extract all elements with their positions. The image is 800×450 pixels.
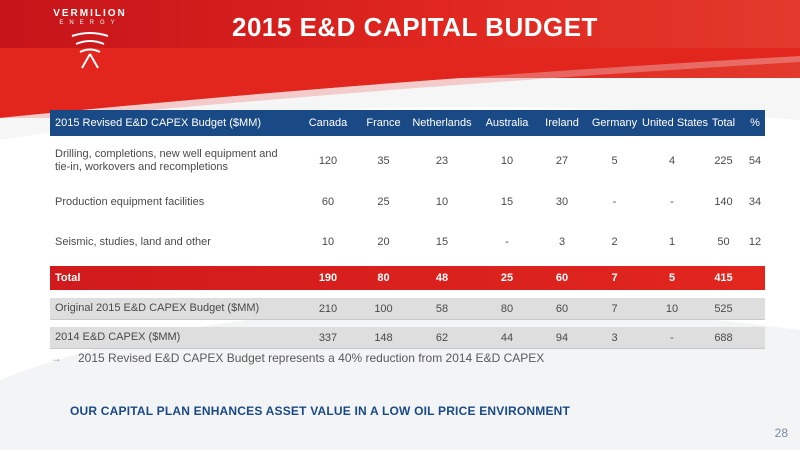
cell-germany: - (612, 196, 617, 208)
comparison-row-original-2015: Original 2015 E&D CAPEX Budget ($MM) 210… (50, 298, 765, 320)
total-canada: 190 (318, 272, 338, 284)
cell-ireland: 30 (555, 196, 569, 208)
cell-canada: 60 (321, 196, 335, 208)
row-label: Original 2015 E&D CAPEX Budget ($MM) (55, 302, 260, 314)
cell-percent: 12 (748, 236, 762, 248)
cell-germany: 5 (611, 155, 618, 167)
header-cell-germany: Germany (591, 117, 638, 129)
capex-table: 2015 Revised E&D CAPEX Budget ($MM) Cana… (50, 110, 765, 349)
table-row: Production equipment facilities 60 25 10… (50, 182, 765, 222)
header-curve (0, 48, 800, 118)
cell-australia: - (505, 236, 509, 248)
cell-germany: 2 (611, 236, 618, 248)
cell-united-states: 1 (668, 236, 676, 248)
cell-ireland: 94 (555, 331, 569, 344)
table-row: Seismic, studies, land and other 10 20 1… (50, 222, 765, 262)
cell-total: 225 (714, 155, 733, 167)
cell-united-states: - (670, 331, 674, 344)
cell-australia: 10 (500, 155, 514, 167)
total-australia: 25 (500, 272, 514, 284)
cell-canada: 10 (321, 236, 335, 248)
cell-ireland: 3 (558, 236, 566, 248)
header-cell-united-states: United States (642, 117, 709, 129)
row-label: Production equipment facilities (55, 195, 205, 208)
cell-percent: 54 (748, 155, 762, 167)
row-label: Drilling, completions, new well equipmen… (55, 148, 278, 173)
cell-france: 100 (374, 302, 393, 315)
cell-united-states: 10 (665, 302, 679, 315)
total-france: 80 (377, 272, 390, 284)
cell-france: 148 (374, 331, 393, 344)
arrow-bullet-icon: → (50, 351, 62, 365)
cell-australia: 44 (500, 331, 514, 344)
cell-netherlands: 15 (435, 236, 449, 248)
cell-netherlands: 58 (435, 302, 449, 315)
cell-united-states: - (670, 196, 674, 208)
header-cell-france: France (366, 117, 401, 129)
header-cell-total: Total (711, 117, 736, 129)
header-cell-ireland: Ireland (545, 117, 579, 129)
cell-canada: 120 (318, 155, 338, 167)
logo-sub: ENERGY (59, 20, 121, 26)
cell-united-states: 4 (668, 155, 676, 167)
table-header-row: 2015 Revised E&D CAPEX Budget ($MM) Cana… (50, 110, 765, 136)
cell-canada: 210 (318, 302, 338, 315)
cell-netherlands: 23 (435, 155, 449, 167)
header-cell-australia: Australia (485, 117, 529, 129)
header-cell-canada: Canada (308, 117, 348, 129)
cell-total: 688 (714, 331, 733, 344)
page-title: 2015 E&D CAPITAL BUDGET (232, 12, 598, 42)
total-united-states: 5 (668, 272, 676, 284)
cell-germany: 3 (611, 331, 618, 344)
header-cell-netherlands: Netherlands (412, 117, 472, 129)
bullet-text: 2015 Revised E&D CAPEX Budget represents… (78, 351, 545, 365)
logo-name: VERMILION (53, 8, 127, 19)
cell-ireland: 60 (555, 302, 569, 315)
total-germany: 7 (611, 272, 618, 284)
cell-france: 25 (377, 196, 390, 208)
logo: VERMILION ENERGY (30, 8, 150, 78)
total-ireland: 60 (555, 272, 569, 284)
footer-tagline: OUR CAPITAL PLAN ENHANCES ASSET VALUE IN… (70, 404, 571, 418)
header-cell-percent: % (750, 117, 760, 129)
cell-germany: 7 (611, 302, 618, 315)
total-netherlands: 48 (435, 272, 449, 284)
cell-australia: 15 (500, 196, 514, 208)
cell-france: 35 (377, 155, 390, 167)
total-total: 415 (714, 272, 733, 284)
cell-netherlands: 10 (435, 196, 449, 208)
logo-mark-icon (71, 32, 109, 69)
cell-total: 140 (714, 196, 733, 208)
cell-australia: 80 (500, 302, 514, 315)
cell-percent: 34 (748, 196, 762, 208)
row-label: 2014 E&D CAPEX ($MM) (55, 331, 181, 343)
bullet-note: → 2015 Revised E&D CAPEX Budget represen… (50, 351, 544, 365)
cell-ireland: 27 (555, 155, 569, 167)
cell-france: 20 (377, 236, 390, 248)
total-label: Total (55, 271, 81, 284)
cell-total: 525 (714, 302, 733, 315)
comparison-row-2014: 2014 E&D CAPEX ($MM) 337 148 62 44 94 3 … (50, 327, 765, 349)
header-cell-label: 2015 Revised E&D CAPEX Budget ($MM) (55, 116, 262, 129)
cell-netherlands: 62 (435, 331, 449, 344)
page-number: 28 (774, 426, 788, 440)
cell-total: 50 (717, 236, 730, 248)
row-label: Seismic, studies, land and other (55, 235, 211, 248)
cell-canada: 337 (318, 331, 338, 344)
table-row: Drilling, completions, new well equipmen… (50, 140, 765, 182)
table-total-row: Total 190 80 48 25 60 7 5 415 (50, 266, 765, 290)
